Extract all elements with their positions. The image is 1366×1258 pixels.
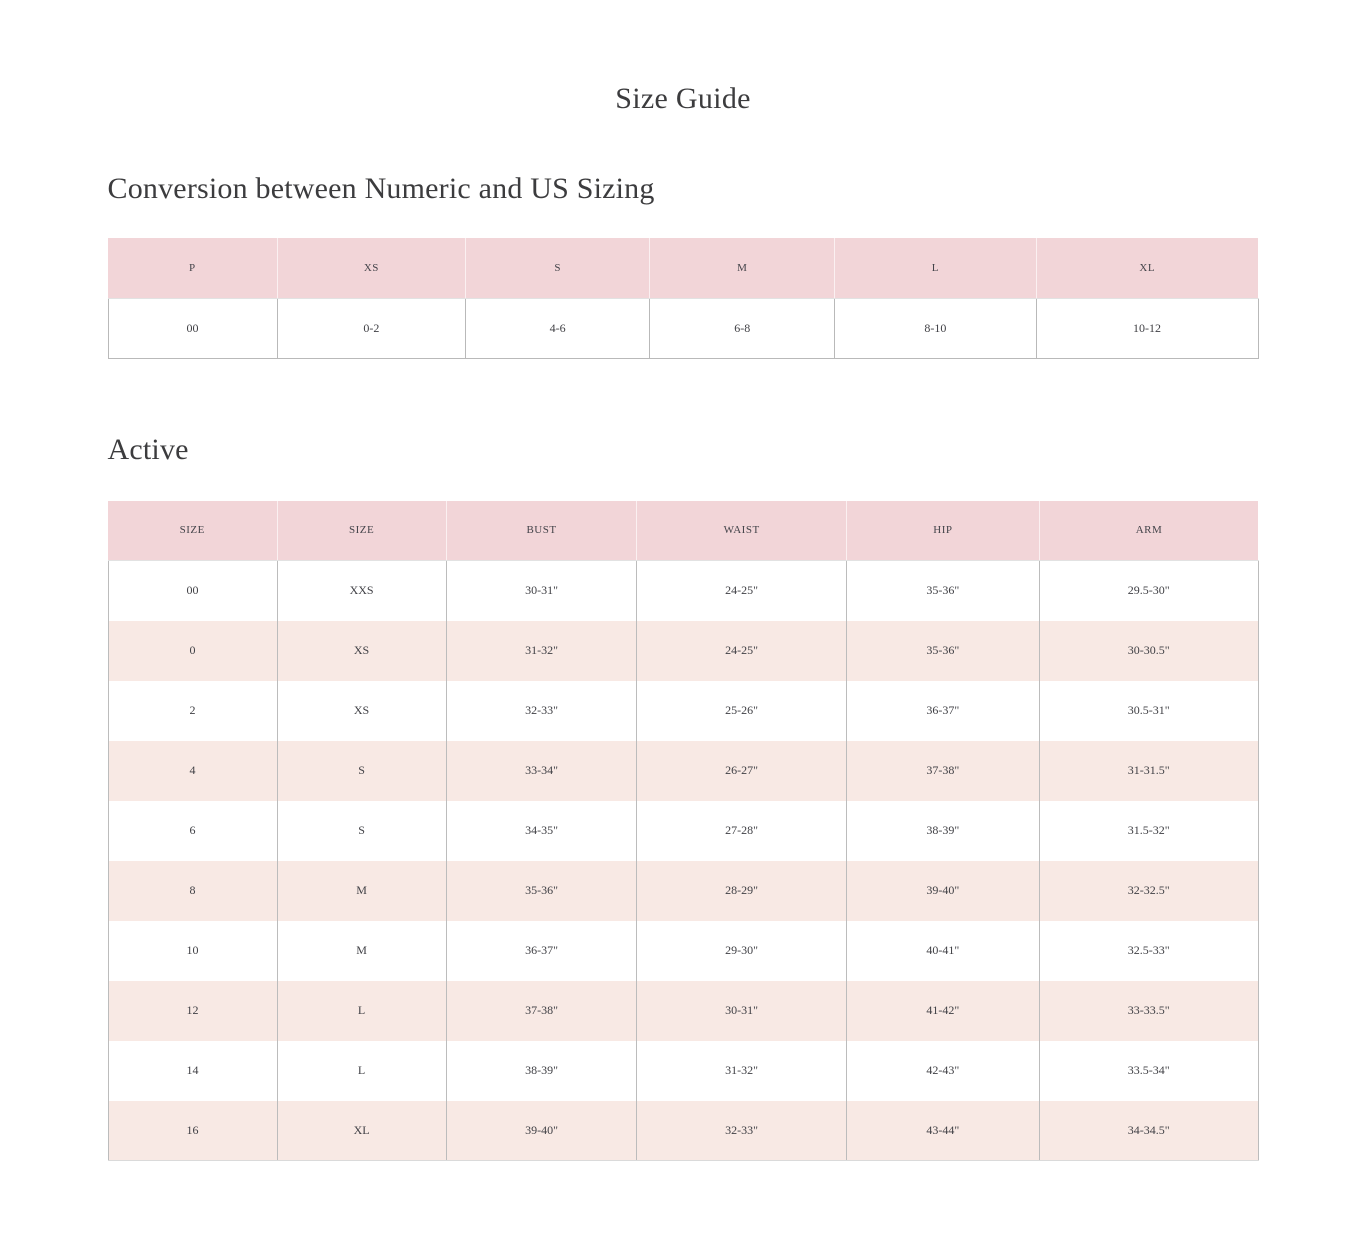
table-row: 12 L 37-38" 30-31" 41-42" 33-33.5" bbox=[107, 980, 1259, 1041]
table-cell: 6-8 bbox=[649, 297, 836, 359]
column-header: L bbox=[834, 238, 1037, 299]
table-cell: 30-30.5" bbox=[1038, 620, 1259, 681]
table-row: 8 M 35-36" 28-29" 39-40" 32-32.5" bbox=[107, 860, 1259, 921]
column-header: BUST bbox=[445, 500, 638, 561]
table-cell: L bbox=[276, 1040, 447, 1101]
table-cell: 31-32" bbox=[445, 620, 638, 681]
table-cell: 30.5-31" bbox=[1038, 680, 1259, 741]
column-header: HIP bbox=[845, 500, 1040, 561]
table-cell: 33-33.5" bbox=[1038, 980, 1259, 1041]
column-header: XS bbox=[276, 238, 467, 299]
table-cell: 26-27" bbox=[636, 740, 847, 801]
table-cell: 8 bbox=[107, 860, 278, 921]
table-cell: 37-38" bbox=[845, 740, 1040, 801]
column-header: XL bbox=[1035, 238, 1258, 299]
table-cell: 8-10 bbox=[834, 297, 1037, 359]
table-cell: 35-36" bbox=[845, 560, 1040, 621]
table-cell: 4-6 bbox=[465, 297, 651, 359]
table-cell: 31.5-32" bbox=[1038, 800, 1259, 861]
table-row: 2 XS 32-33" 25-26" 36-37" 30.5-31" bbox=[107, 680, 1259, 741]
table-cell: 10-12 bbox=[1035, 297, 1259, 359]
table-cell: 00 bbox=[107, 297, 278, 359]
table-cell: 29-30" bbox=[636, 920, 847, 981]
column-header: S bbox=[465, 238, 651, 299]
table-cell: S bbox=[276, 740, 447, 801]
column-header: M bbox=[649, 238, 836, 299]
table-cell: 25-26" bbox=[636, 680, 847, 741]
table-cell: 32.5-33" bbox=[1038, 920, 1259, 981]
table-cell: 36-37" bbox=[845, 680, 1040, 741]
table-cell: 38-39" bbox=[845, 800, 1040, 861]
table-cell: 31-31.5" bbox=[1038, 740, 1259, 801]
table-cell: 6 bbox=[107, 800, 278, 861]
table-cell: 35-36" bbox=[845, 620, 1040, 681]
table-cell: 33-34" bbox=[445, 740, 638, 801]
table-cell: 39-40" bbox=[445, 1100, 638, 1161]
table-cell: 16 bbox=[107, 1100, 278, 1161]
table-cell: 30-31" bbox=[636, 980, 847, 1041]
column-header: SIZE bbox=[108, 500, 278, 561]
table-cell: 34-35" bbox=[445, 800, 638, 861]
table-cell: 4 bbox=[107, 740, 278, 801]
table-cell: 33.5-34" bbox=[1038, 1040, 1259, 1101]
table-cell: 31-32" bbox=[636, 1040, 847, 1101]
table-cell: 35-36" bbox=[445, 860, 638, 921]
table-cell: 27-28" bbox=[636, 800, 847, 861]
table-row: 6 S 34-35" 27-28" 38-39" 31.5-32" bbox=[107, 800, 1259, 861]
table-cell: S bbox=[276, 800, 447, 861]
table-cell: 43-44" bbox=[845, 1100, 1040, 1161]
table-cell: 2 bbox=[107, 680, 278, 741]
table-cell: 42-43" bbox=[845, 1040, 1040, 1101]
table-cell: 00 bbox=[107, 560, 278, 621]
table-cell: 36-37" bbox=[445, 920, 638, 981]
table-cell: 34-34.5" bbox=[1038, 1100, 1259, 1161]
table-cell: 41-42" bbox=[845, 980, 1040, 1041]
table-cell: L bbox=[276, 980, 447, 1041]
table-cell: 0 bbox=[107, 620, 278, 681]
table-cell: 12 bbox=[107, 980, 278, 1041]
table-cell: 14 bbox=[107, 1040, 278, 1101]
table-cell: 38-39" bbox=[445, 1040, 638, 1101]
table-cell: M bbox=[276, 920, 447, 981]
table-cell: 10 bbox=[107, 920, 278, 981]
table-header-row: SIZE SIZE BUST WAIST HIP ARM bbox=[108, 500, 1258, 561]
table-cell: 39-40" bbox=[845, 860, 1040, 921]
table-cell: M bbox=[276, 860, 447, 921]
table-row: 4 S 33-34" 26-27" 37-38" 31-31.5" bbox=[107, 740, 1259, 801]
section-heading-conversion: Conversion between Numeric and US Sizing bbox=[107, 172, 655, 205]
table-cell: 32-33" bbox=[445, 680, 638, 741]
active-size-chart-table: SIZE SIZE BUST WAIST HIP ARM 00 XXS 30-31" 24-25"… bbox=[107, 500, 1259, 1161]
table-cell: 32-33" bbox=[636, 1100, 847, 1161]
table-header-row: P XS S M L XL bbox=[108, 238, 1258, 299]
table-cell: 37-38" bbox=[445, 980, 638, 1041]
column-header: WAIST bbox=[636, 500, 847, 561]
table-cell: XS bbox=[276, 620, 447, 681]
table-row: 10 M 36-37" 29-30" 40-41" 32.5-33" bbox=[107, 920, 1259, 981]
conversion-sizing-table: P XS S M L XL 00 0-2 4-6 6-8 8-10 10-12 bbox=[107, 238, 1259, 359]
table-cell: 29.5-30" bbox=[1038, 560, 1259, 621]
table-cell: XL bbox=[276, 1100, 447, 1161]
page-title: Size Guide bbox=[615, 82, 751, 115]
table-row: 00 0-2 4-6 6-8 8-10 10-12 bbox=[107, 297, 1259, 359]
column-header: P bbox=[108, 238, 278, 299]
table-cell: 28-29" bbox=[636, 860, 847, 921]
table-row: 16 XL 39-40" 32-33" 43-44" 34-34.5" bbox=[107, 1100, 1259, 1161]
table-cell: 30-31" bbox=[445, 560, 638, 621]
table-row: 0 XS 31-32" 24-25" 35-36" 30-30.5" bbox=[107, 620, 1259, 681]
content-area: Size Guide Conversion between Numeric an… bbox=[107, 0, 1259, 1161]
section-heading-active: Active bbox=[107, 432, 189, 466]
table-cell: 32-32.5" bbox=[1038, 860, 1259, 921]
table-row: 00 XXS 30-31" 24-25" 35-36" 29.5-30" bbox=[107, 560, 1259, 621]
table-cell: 0-2 bbox=[276, 297, 467, 359]
table-cell: 40-41" bbox=[845, 920, 1040, 981]
table-row: 14 L 38-39" 31-32" 42-43" 33.5-34" bbox=[107, 1040, 1259, 1101]
column-header: SIZE bbox=[276, 500, 447, 561]
table-cell: 24-25" bbox=[636, 560, 847, 621]
column-header: ARM bbox=[1038, 500, 1258, 561]
table-cell: XXS bbox=[276, 560, 447, 621]
table-cell: 24-25" bbox=[636, 620, 847, 681]
table-cell: XS bbox=[276, 680, 447, 741]
